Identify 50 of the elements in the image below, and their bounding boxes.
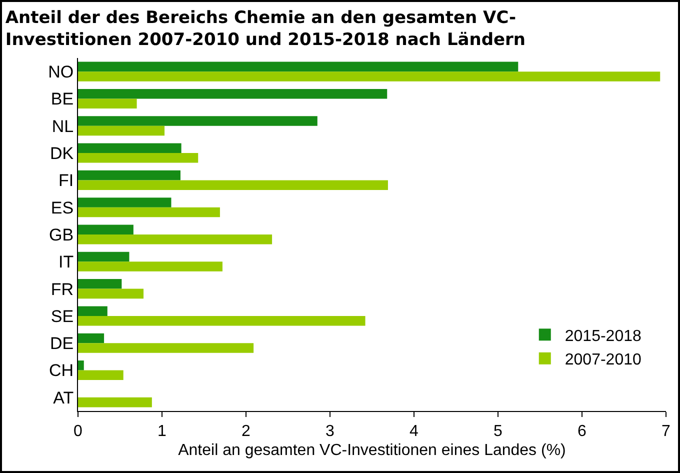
y-tick-label: DK (50, 144, 74, 163)
y-tick-label: ES (50, 198, 74, 218)
bar (78, 306, 108, 316)
bar (78, 153, 198, 163)
chart-title: Anteil der des Bereichs Chemie an den gesamten VC- Investitionen 2007-2010 und 2015-2018 nach Ländern (5, 8, 526, 50)
bar (78, 198, 172, 208)
x-tick-label: 3 (326, 423, 335, 440)
y-tick-label: CH (49, 361, 74, 380)
y-tick-label: IT (58, 252, 74, 272)
x-tick-label: 7 (662, 423, 671, 440)
bar (78, 397, 152, 408)
bar (78, 88, 388, 99)
x-tick-label: 5 (494, 423, 503, 440)
y-tick-label: GB (49, 225, 74, 244)
bar (78, 224, 134, 234)
y-tick-label: SE (50, 306, 74, 326)
x-tick-label: 2 (242, 423, 251, 440)
x-axis-title: Anteil an gesamten VC-Investitionen eines Landes (%) (178, 442, 566, 459)
x-tick-label: 1 (158, 423, 167, 440)
bar (78, 333, 104, 344)
bar (78, 279, 122, 289)
bar (78, 207, 220, 218)
y-tick-label: DE (50, 334, 74, 354)
x-tick-label: 0 (74, 423, 83, 440)
y-tick-label: FR (50, 280, 74, 299)
bar (78, 62, 518, 72)
bar (78, 288, 144, 299)
bar (78, 72, 660, 82)
bar (78, 98, 137, 109)
y-tick-label: NO (48, 62, 74, 82)
bar (78, 370, 124, 380)
bar (78, 116, 318, 126)
y-tick-label: NL (52, 116, 74, 136)
legend-label: 2007-2010 (564, 352, 642, 369)
bar (78, 234, 272, 244)
y-tick-label: AT (53, 388, 74, 408)
x-tick-label: 4 (410, 423, 419, 440)
y-tick-label: BE (50, 90, 74, 109)
bar (78, 126, 165, 136)
bar (78, 170, 180, 180)
x-tick-label: 6 (578, 423, 587, 440)
legend-label: 2015-2018 (564, 328, 642, 345)
bar (78, 262, 222, 272)
bar (78, 316, 366, 326)
y-tick-label: FI (58, 171, 74, 190)
bar (78, 343, 254, 353)
bar (78, 180, 388, 190)
bar (78, 252, 130, 262)
bar (78, 143, 182, 154)
bar (78, 360, 84, 370)
